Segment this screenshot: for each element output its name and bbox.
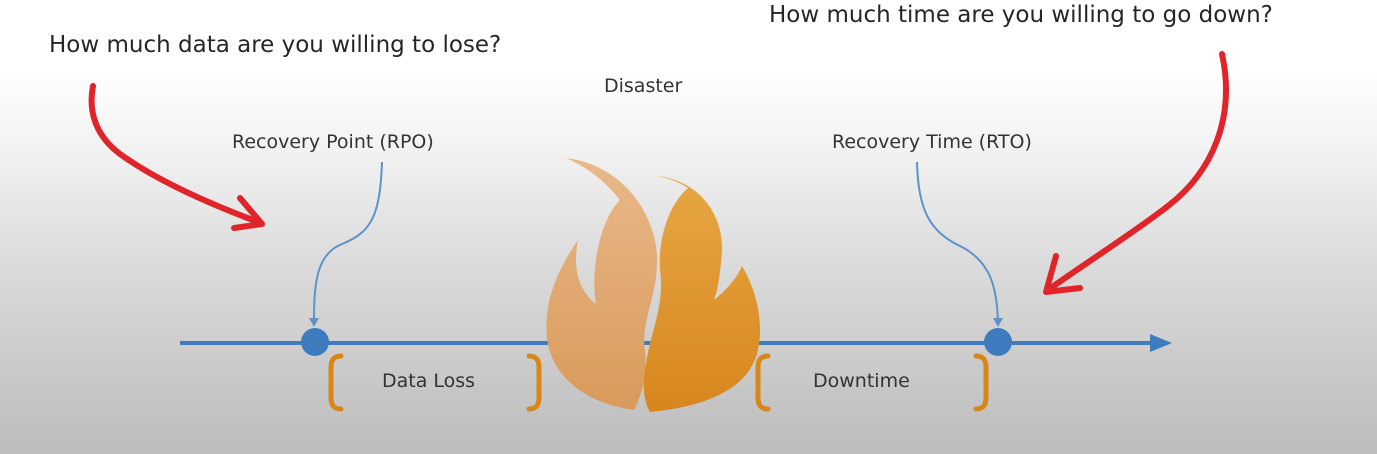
flame-left-tongue	[546, 158, 658, 410]
flame-right-tongue	[643, 176, 761, 412]
right-annotation-arrow	[1043, 51, 1229, 295]
rpo-pointer-head	[309, 318, 319, 327]
rpo-point-marker	[301, 328, 329, 356]
disaster-label: Disaster	[604, 75, 683, 97]
rto-point-marker	[984, 328, 1012, 356]
data-loss-label: Data Loss	[382, 370, 476, 392]
question-data-loss: How much data are you willing to lose?	[49, 32, 502, 58]
rto-label: Recovery Time (RTO)	[832, 131, 1032, 153]
timeline-arrowhead	[1150, 334, 1172, 352]
rto-pointer-line	[916, 161, 999, 323]
rto-pointer-head	[993, 318, 1003, 327]
data-loss-bracket-left	[328, 353, 344, 412]
rpo-label: Recovery Point (RPO)	[232, 131, 434, 153]
downtime-bracket-right	[973, 353, 989, 412]
rpo-pointer-line	[313, 161, 383, 323]
data-loss-bracket-right	[526, 353, 542, 412]
downtime-label: Downtime	[813, 370, 910, 392]
question-downtime: How much time are you willing to go down…	[769, 2, 1273, 28]
downtime-bracket-left	[755, 353, 771, 412]
flame-icon	[546, 158, 761, 412]
left-annotation-arrow	[88, 83, 265, 231]
